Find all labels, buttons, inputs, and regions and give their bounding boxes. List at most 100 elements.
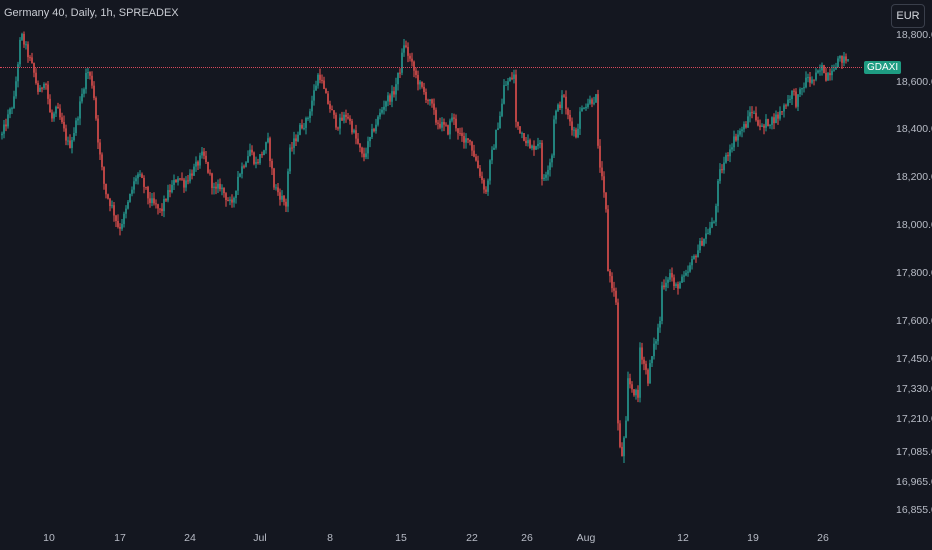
- candle: [611, 272, 613, 293]
- candle: [511, 72, 513, 81]
- candle-body: [23, 33, 25, 45]
- candle: [127, 200, 129, 210]
- candle-body: [133, 181, 135, 190]
- candle-body: [297, 134, 299, 142]
- candle: [13, 90, 15, 109]
- candle-body: [809, 77, 811, 83]
- candle-body: [371, 128, 373, 138]
- candle: [671, 267, 673, 282]
- candle: [23, 31, 25, 48]
- candle-body: [491, 149, 493, 161]
- candle: [471, 140, 473, 156]
- candle: [485, 186, 487, 195]
- candle-body: [243, 166, 245, 168]
- candle-body: [577, 128, 579, 138]
- candle-body: [521, 133, 523, 135]
- candle-body: [173, 180, 175, 185]
- candle-body: [279, 192, 281, 200]
- candle: [191, 169, 193, 180]
- candle-body: [111, 205, 113, 207]
- candle: [75, 117, 77, 136]
- candle-body: [275, 187, 277, 189]
- candle-body: [523, 133, 525, 141]
- candle-body: [245, 162, 247, 167]
- candle: [287, 168, 289, 213]
- candle: [401, 48, 403, 76]
- candle: [591, 97, 593, 108]
- candle: [387, 92, 389, 107]
- time-tick-label: 17: [114, 532, 126, 544]
- candle-body: [281, 195, 283, 200]
- candle-body: [675, 284, 677, 287]
- candle: [571, 117, 573, 136]
- candle-body: [299, 124, 301, 135]
- candle-body: [617, 302, 619, 424]
- candle-body: [693, 255, 695, 259]
- candle: [703, 238, 705, 247]
- candle: [323, 76, 325, 90]
- candle: [49, 94, 51, 113]
- candle-body: [515, 74, 517, 122]
- candle: [83, 87, 85, 98]
- candle: [833, 64, 835, 72]
- candle-body: [595, 94, 597, 103]
- candle-body: [707, 233, 709, 235]
- candle: [753, 110, 755, 114]
- candle-body: [701, 240, 703, 246]
- candle-body: [681, 276, 683, 283]
- candle-body: [447, 125, 449, 135]
- candle-body: [657, 327, 659, 342]
- candle: [347, 112, 349, 120]
- candle-body: [649, 363, 651, 384]
- candle: [633, 389, 635, 397]
- candle-body: [113, 205, 115, 216]
- time-tick-label: 26: [521, 532, 533, 544]
- candle-body: [559, 104, 561, 109]
- candle-body: [197, 161, 199, 166]
- time-tick-label: 10: [43, 532, 55, 544]
- candle: [355, 124, 357, 145]
- candle-body: [825, 72, 827, 81]
- candle-body: [629, 378, 631, 385]
- candle-body: [409, 55, 411, 59]
- candle: [803, 82, 805, 93]
- candle-body: [755, 112, 757, 121]
- candle-body: [69, 140, 71, 148]
- candle-body: [557, 104, 559, 111]
- candle: [613, 281, 615, 297]
- candle-body: [309, 111, 311, 118]
- price-tick-label: 18,400.0: [896, 123, 932, 135]
- candle: [181, 172, 183, 181]
- price-axis[interactable]: 18,800.0 18,600.0 18,400.0 18,200.0 18,000.0…: [896, 29, 932, 516]
- candle-body: [603, 176, 605, 193]
- candle-body: [153, 198, 155, 204]
- candle-body: [631, 384, 633, 390]
- candle: [733, 130, 735, 152]
- candle-body: [53, 113, 55, 119]
- currency-button[interactable]: EUR: [891, 4, 925, 28]
- candle-body: [167, 190, 169, 201]
- candle-body: [757, 120, 759, 126]
- candle: [775, 110, 777, 124]
- candle: [727, 152, 729, 162]
- candle-body: [321, 79, 323, 81]
- candle-body: [633, 389, 635, 396]
- candle: [87, 67, 89, 80]
- candle-body: [777, 114, 779, 119]
- candle: [725, 152, 727, 164]
- candles-layer: [1, 31, 849, 464]
- candle-body: [347, 116, 349, 119]
- candle: [309, 108, 311, 123]
- candle: [841, 55, 843, 69]
- candle-body: [835, 67, 837, 70]
- time-axis[interactable]: 10 17 24 Jul 8 15 22 26 Aug 12 19 26: [43, 532, 829, 544]
- candle: [659, 316, 661, 333]
- candle-body: [81, 93, 83, 102]
- candle-body: [85, 72, 87, 90]
- candle-body: [795, 91, 797, 107]
- candle: [243, 164, 245, 169]
- candle: [341, 111, 343, 122]
- candle: [693, 254, 695, 260]
- candle: [109, 197, 111, 212]
